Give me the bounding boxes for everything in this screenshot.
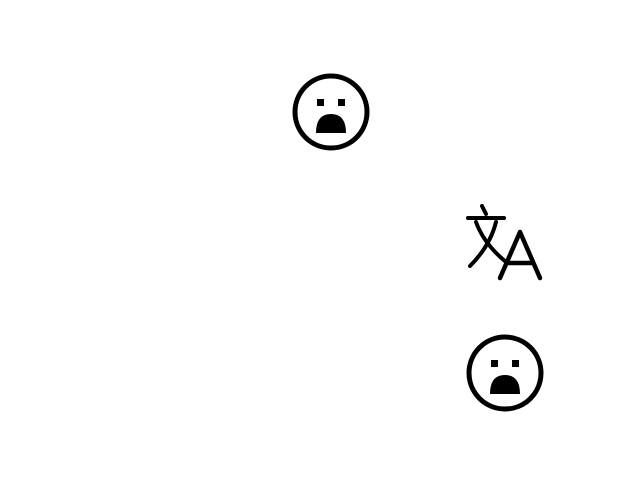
frowning-face-icon[interactable] [466, 334, 544, 412]
frowning-face-icon[interactable] [292, 73, 370, 151]
translate-icon[interactable] [464, 202, 546, 282]
